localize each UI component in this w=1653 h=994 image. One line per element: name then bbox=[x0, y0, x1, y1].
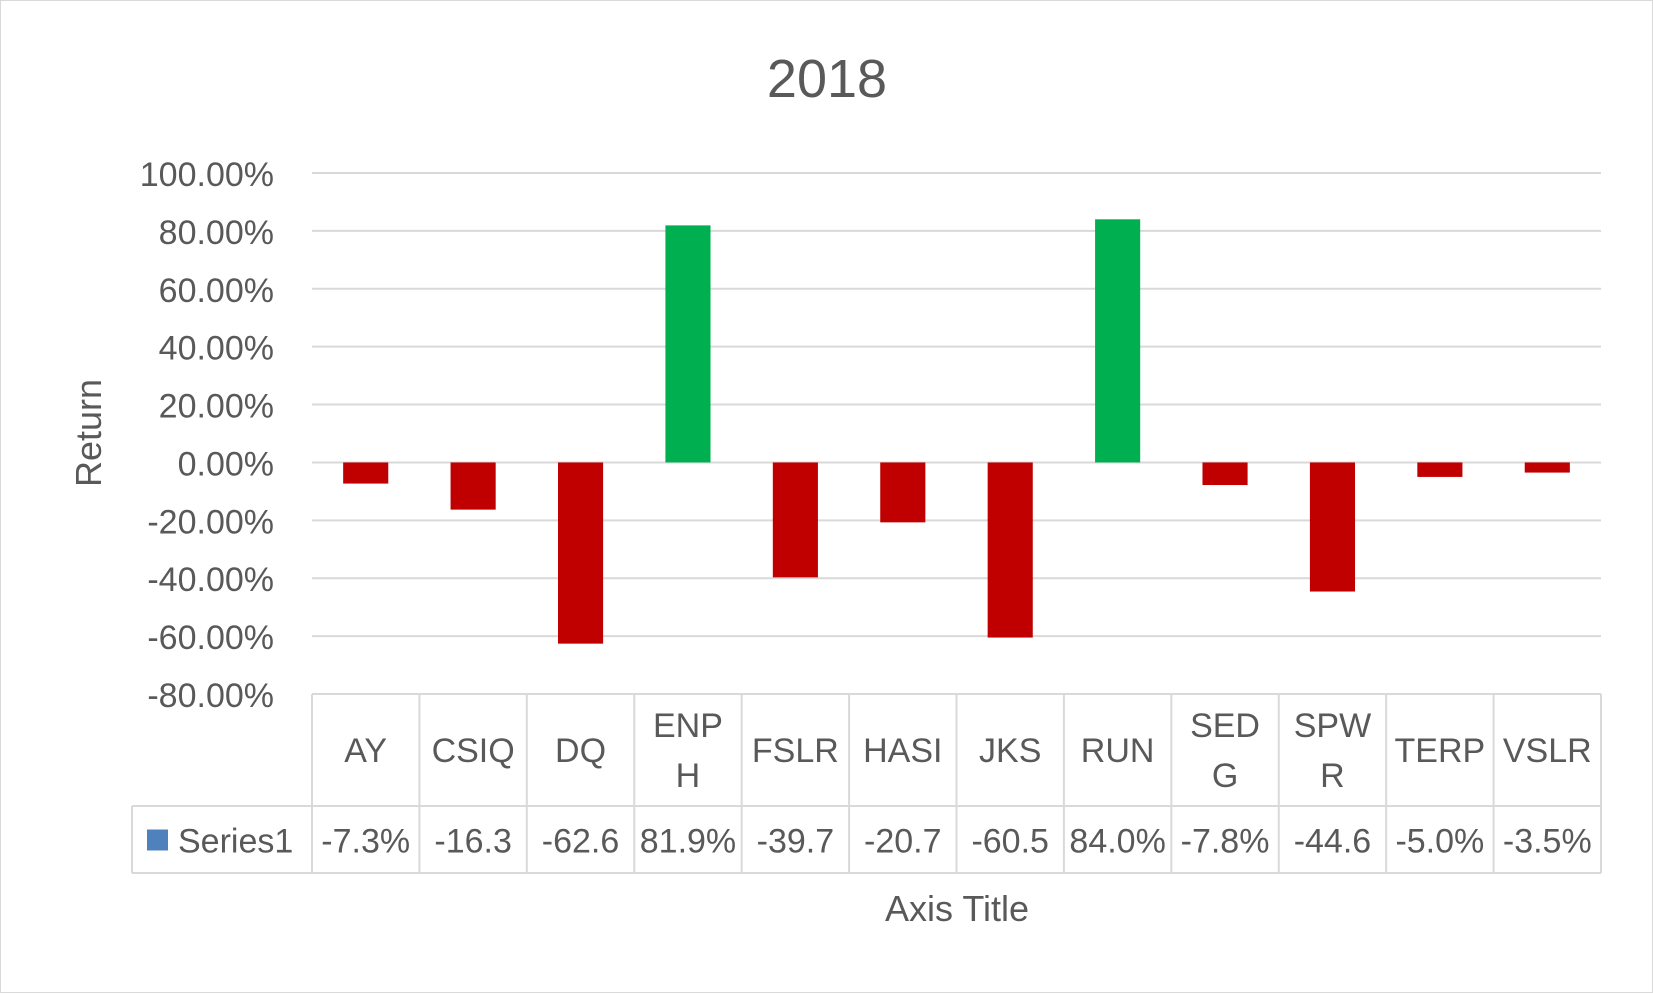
bar-fslr bbox=[772, 462, 818, 578]
chart-title: 2018 bbox=[767, 49, 887, 109]
y-tick-label: 60.00% bbox=[159, 272, 274, 310]
bar-vslr bbox=[1524, 462, 1570, 473]
y-tick-label: -60.00% bbox=[147, 619, 274, 657]
y-axis-title: Return bbox=[68, 379, 109, 487]
category-label-terp: TERP bbox=[1395, 732, 1486, 770]
category-label-run: RUN bbox=[1081, 732, 1155, 770]
y-axis-ticks: 100.00% 80.00% 60.00% 40.00% 20.00% 0.00% -20.… bbox=[140, 156, 274, 715]
y-tick-label: -40.00% bbox=[147, 561, 274, 599]
table-value-hasi: -20.7 bbox=[864, 823, 942, 861]
y-tick-label: 20.00% bbox=[159, 388, 274, 426]
bar-ay bbox=[343, 462, 389, 484]
bar-enph bbox=[665, 225, 711, 463]
category-label-spwr: SPW R bbox=[1294, 707, 1371, 795]
legend-series-name: Series1 bbox=[178, 823, 293, 861]
category-label-ay: AY bbox=[344, 732, 387, 770]
bar-run bbox=[1095, 219, 1141, 463]
y-tick-label: 100.00% bbox=[140, 156, 274, 194]
bar-sedg bbox=[1202, 462, 1248, 486]
bars bbox=[343, 219, 1570, 644]
table-value-terp: -5.0% bbox=[1395, 823, 1484, 861]
table-value-sedg: -7.8% bbox=[1181, 823, 1270, 861]
table-value-spwr: -44.6 bbox=[1294, 823, 1372, 861]
y-tick-label: -20.00% bbox=[147, 503, 274, 541]
y-tick-label: 40.00% bbox=[159, 330, 274, 368]
category-label-jks: JKS bbox=[979, 732, 1041, 770]
table-value-csiq: -16.3 bbox=[434, 823, 512, 861]
table-value-fslr: -39.7 bbox=[757, 823, 835, 861]
bar-jks bbox=[987, 462, 1033, 638]
bar-dq bbox=[557, 462, 604, 644]
bar-hasi bbox=[880, 462, 926, 523]
table-value-enph: 81.9% bbox=[640, 823, 736, 861]
bar-spwr bbox=[1309, 462, 1356, 592]
y-tick-label: 80.00% bbox=[159, 214, 274, 252]
x-axis-title: Axis Title bbox=[885, 888, 1029, 929]
legend-key bbox=[147, 829, 168, 851]
table-value-ay: -7.3% bbox=[321, 823, 410, 861]
category-label-sedg: SED G bbox=[1190, 707, 1260, 795]
category-label-vslr: VSLR bbox=[1503, 732, 1592, 770]
table-value-run: 84.0% bbox=[1069, 823, 1165, 861]
category-label-fslr: FSLR bbox=[752, 732, 839, 770]
table-value-dq: -62.6 bbox=[542, 823, 620, 861]
category-label-csiq: CSIQ bbox=[432, 732, 515, 770]
bar-csiq bbox=[450, 462, 496, 510]
table-value-vslr: -3.5% bbox=[1503, 823, 1592, 861]
y-tick-label: 0.00% bbox=[178, 445, 274, 483]
category-label-enph: ENP H bbox=[653, 707, 723, 795]
bar-terp bbox=[1417, 462, 1463, 477]
gridlines bbox=[312, 172, 1601, 695]
table-value-jks: -60.5 bbox=[971, 823, 1049, 861]
y-tick-label: -80.00% bbox=[147, 677, 274, 715]
category-label-dq: DQ bbox=[555, 732, 606, 770]
data-table: AY CSIQ DQ ENP H FSLR HASI JKS RUN SED G SPW R TERP VS… bbox=[131, 694, 1602, 874]
category-label-hasi: HASI bbox=[863, 732, 942, 770]
